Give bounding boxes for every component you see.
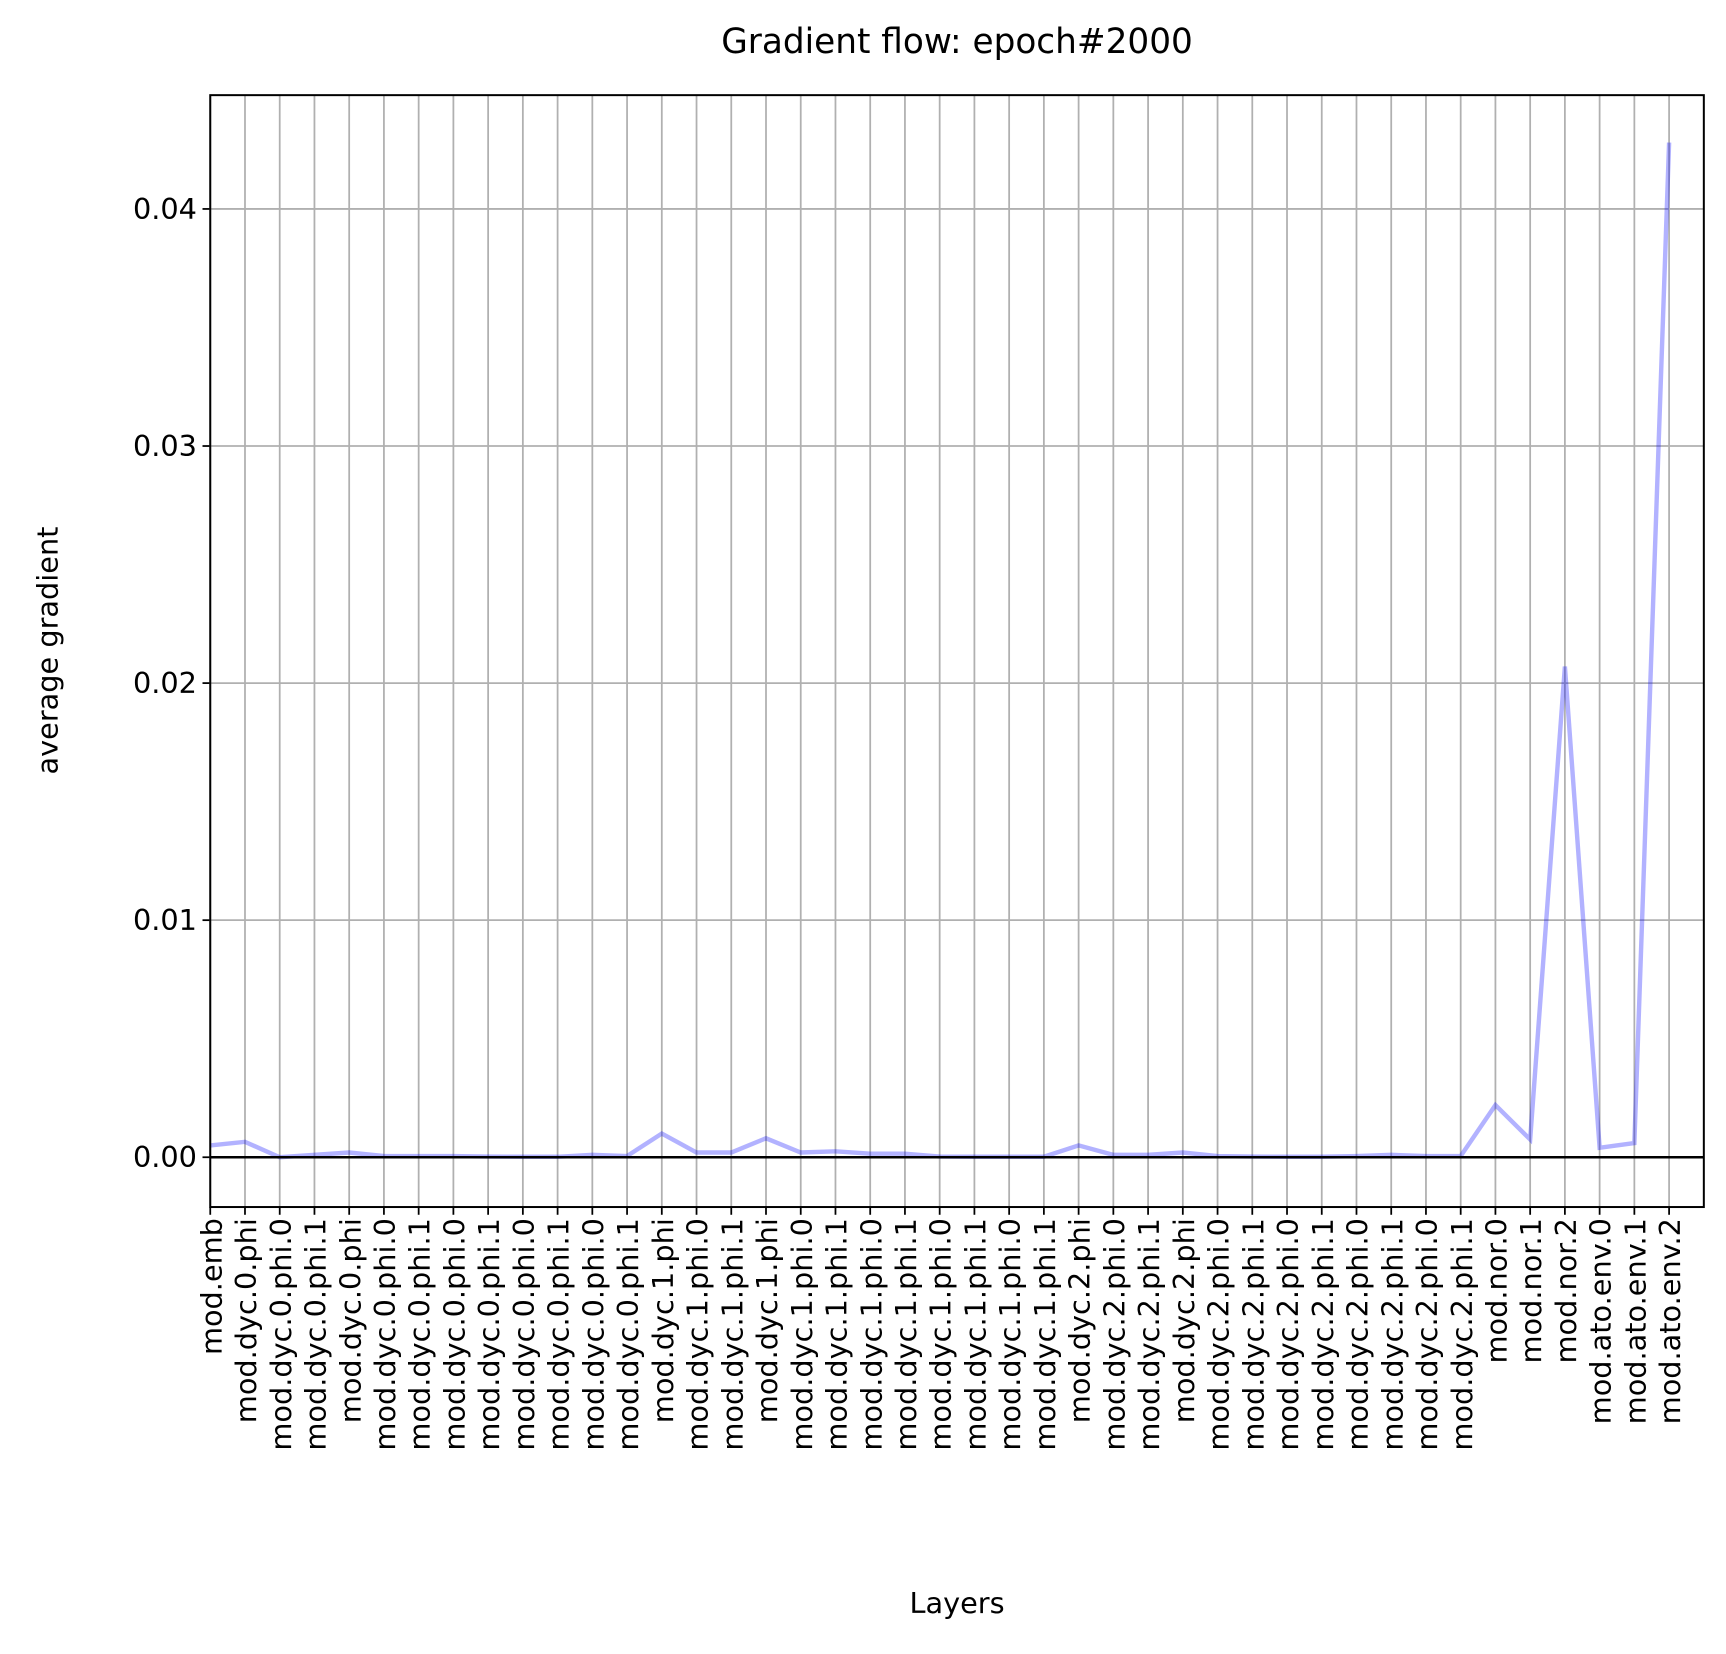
x-tick-label: mod.dyc.2.phi.0: [1410, 1218, 1444, 1451]
x-tick-label: mod.dyc.0.phi.1: [611, 1218, 645, 1451]
x-tick-label: mod.dyc.2.phi: [1063, 1218, 1097, 1423]
x-tick-label: mod.dyc.1.phi.1: [715, 1218, 749, 1451]
x-tick-label: mod.dyc.0.phi.0: [368, 1218, 402, 1451]
x-tick-label: mod.nor.2: [1549, 1218, 1583, 1363]
x-tick-label: mod.dyc.0.phi.1: [472, 1218, 506, 1451]
x-tick-label: mod.dyc.0.phi: [229, 1218, 263, 1423]
x-tick-label: mod.dyc.1.phi: [750, 1218, 784, 1423]
x-tick-label: mod.dyc.0.phi.0: [264, 1218, 298, 1451]
x-tick-label: mod.dyc.2.phi.1: [1132, 1218, 1166, 1451]
x-tick-label: mod.dyc.1.phi.1: [1028, 1218, 1062, 1451]
x-tick-label: mod.dyc.0.phi: [333, 1218, 367, 1423]
x-tick-label: mod.dyc.1.phi.1: [889, 1218, 923, 1451]
x-tick-label: mod.emb: [194, 1218, 228, 1355]
chart-title: Gradient flow: epoch#2000: [721, 22, 1193, 62]
x-tick-label: mod.dyc.1.phi.1: [958, 1218, 992, 1451]
x-tick-label: mod.dyc.2.phi.0: [1097, 1218, 1131, 1451]
x-tick-label: mod.ato.env.1: [1618, 1218, 1652, 1424]
x-tick-label: mod.dyc.1.phi.0: [785, 1218, 819, 1451]
x-tick-label: mod.dyc.1.phi.1: [820, 1218, 854, 1451]
x-tick-label: mod.dyc.0.phi.1: [403, 1218, 437, 1451]
x-tick-label: mod.dyc.2.phi.1: [1236, 1218, 1270, 1451]
x-tick-label: mod.dyc.2.phi: [1167, 1218, 1201, 1423]
y-tick-label: 0.00: [133, 1140, 197, 1174]
x-tick-label: mod.dyc.0.phi.1: [299, 1218, 333, 1451]
x-tick-label: mod.dyc.0.phi.1: [542, 1218, 576, 1451]
x-tick-label: mod.dyc.0.phi.0: [437, 1218, 471, 1451]
x-tick-label: mod.dyc.2.phi.1: [1445, 1218, 1479, 1451]
x-tick-label: mod.dyc.0.phi.0: [576, 1218, 610, 1451]
y-tick-label: 0.01: [133, 903, 197, 937]
y-tick-label: 0.03: [133, 429, 197, 463]
y-axis-label: average gradient: [31, 527, 65, 775]
x-tick-label: mod.dyc.1.phi.0: [924, 1218, 958, 1451]
x-tick-label: mod.dyc.2.phi.1: [1306, 1218, 1340, 1451]
y-tick-label: 0.04: [133, 192, 197, 226]
x-tick-label: mod.dyc.1.phi.0: [854, 1218, 888, 1451]
x-tick-label: mod.nor.0: [1479, 1218, 1513, 1363]
x-tick-label: mod.ato.env.0: [1584, 1218, 1618, 1424]
plot-frame: [209, 94, 1705, 1209]
x-tick-label: mod.dyc.2.phi.0: [1202, 1218, 1236, 1451]
x-tick-label: mod.ato.env.2: [1653, 1218, 1687, 1424]
x-tick-label: mod.dyc.0.phi.0: [507, 1218, 541, 1451]
x-tick-label: mod.dyc.1.phi.0: [993, 1218, 1027, 1451]
x-tick-label: mod.dyc.1.phi.0: [681, 1218, 715, 1451]
x-tick-label: mod.dyc.2.phi.1: [1375, 1218, 1409, 1451]
x-tick-label: mod.dyc.2.phi.0: [1341, 1218, 1375, 1451]
x-tick-label: mod.dyc.2.phi.0: [1271, 1218, 1305, 1451]
y-tick-label: 0.02: [133, 666, 197, 700]
x-axis-label: Layers: [909, 1586, 1004, 1620]
x-tick-label: mod.nor.1: [1514, 1218, 1548, 1363]
x-tick-label: mod.dyc.1.phi: [646, 1218, 680, 1423]
